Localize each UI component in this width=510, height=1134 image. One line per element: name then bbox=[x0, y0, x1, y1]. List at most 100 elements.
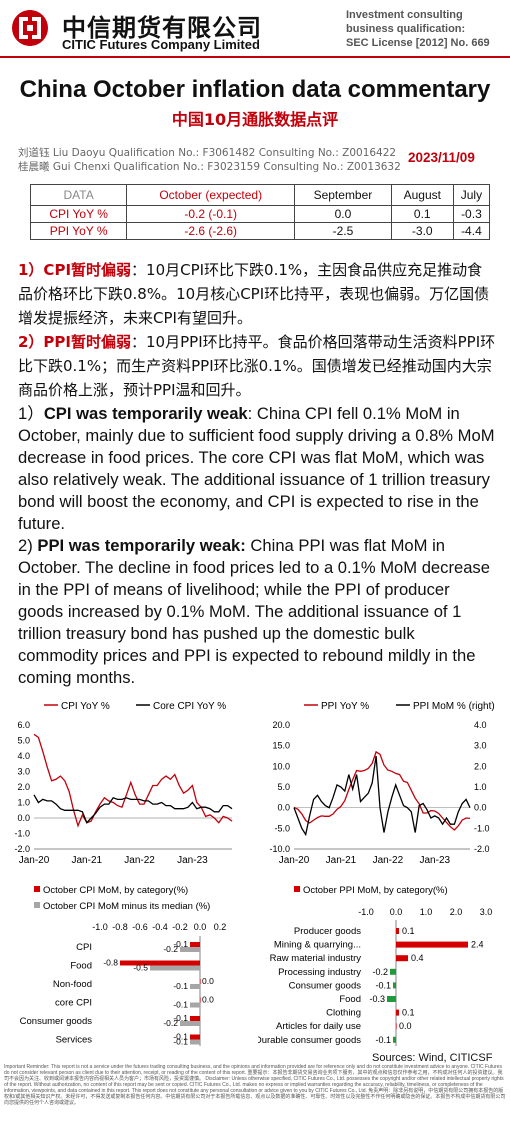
y-tick-label: 3.0 bbox=[17, 767, 30, 777]
x-tick-label: -0.2 bbox=[172, 922, 188, 932]
inflation-data-table: DATA October (expected) September August… bbox=[29, 184, 491, 240]
legend-label: PPI MoM % (right) bbox=[413, 701, 495, 712]
bar bbox=[190, 1034, 200, 1040]
data-label: 0.1 bbox=[402, 926, 415, 936]
table-row: CPI YoY % -0.2 (-0.1) 0.0 0.1 -0.3 bbox=[29, 205, 491, 223]
bar bbox=[190, 1039, 200, 1045]
data-label: 0.0 bbox=[202, 995, 214, 1005]
category-label: core CPI bbox=[55, 998, 92, 1009]
data-label: 0.1 bbox=[402, 1008, 415, 1018]
x-tick-label: 2.0 bbox=[450, 907, 463, 917]
table-cell: CPI YoY % bbox=[29, 205, 128, 223]
x-tick-label: Jan-21 bbox=[72, 855, 103, 866]
data-label: 0.4 bbox=[411, 953, 424, 963]
table-cell: 0.1 bbox=[390, 205, 454, 223]
license-line: SEC License [2012] No. 669 bbox=[346, 37, 490, 49]
table-cell: -0.2 (-0.1) bbox=[126, 205, 296, 223]
x-tick-label: 0.0 bbox=[390, 907, 403, 917]
data-label: -0.1 bbox=[173, 939, 188, 949]
bar bbox=[393, 1036, 396, 1043]
x-tick-label: -0.4 bbox=[152, 922, 168, 932]
bar bbox=[387, 996, 396, 1002]
bar bbox=[180, 947, 200, 952]
x-tick-label: -0.8 bbox=[112, 922, 128, 932]
category-label: CPI bbox=[76, 942, 92, 953]
x-tick-label: 3.0 bbox=[480, 907, 493, 917]
category-label: Processing industry bbox=[278, 967, 361, 978]
y2-tick-label: -1.0 bbox=[474, 823, 490, 833]
bar bbox=[396, 1009, 399, 1016]
ppi-yoy-chart: PPI YoY % PPI MoM % (right) 20.0 15.0 10.0 5.… bbox=[269, 701, 495, 866]
table-cell: 0.0 bbox=[294, 205, 392, 223]
table-header: July bbox=[452, 184, 491, 206]
ppi-label-cn: 2）PPI暂时偏弱 bbox=[18, 333, 132, 351]
analyst-line: 桂晨曦 Gui Chenxi Qualification No.: F30231… bbox=[18, 161, 401, 173]
y-tick-label: 2.0 bbox=[17, 782, 30, 792]
bar bbox=[396, 941, 468, 948]
category-label: Food bbox=[339, 994, 361, 1005]
license-line: business qualification: bbox=[346, 23, 466, 35]
x-tick-label: Jan-22 bbox=[124, 855, 155, 866]
data-label: -0.8 bbox=[103, 958, 118, 968]
bar bbox=[200, 997, 201, 1003]
ppi-num-en: 2) bbox=[18, 536, 38, 555]
license-info: Investment consulting business qualifica… bbox=[346, 8, 496, 50]
bar bbox=[180, 1021, 200, 1026]
analyst-line: 刘道钰 Liu Daoyu Qualification No.: F306148… bbox=[18, 147, 397, 159]
y-tick-label: 10.0 bbox=[272, 761, 290, 771]
bar bbox=[396, 1023, 397, 1030]
x-tick-label: -1.0 bbox=[92, 922, 108, 932]
data-label: -0.1 bbox=[375, 980, 391, 990]
ppi-body-en: China PPI was flat MoM in October. The d… bbox=[18, 536, 490, 687]
y2-tick-label: 2.0 bbox=[474, 761, 487, 771]
cpi-yoy-chart: CPI YoY % Core CPI YoY % 6.0 5.0 4.0 3.0 2.0 1.… bbox=[14, 701, 233, 866]
series-line bbox=[33, 733, 233, 828]
data-label: -0.2 bbox=[372, 967, 388, 977]
y-tick-label: 20.0 bbox=[272, 720, 290, 730]
category-label: Durable consumer goods bbox=[258, 1035, 361, 1046]
y2-tick-label: 4.0 bbox=[474, 720, 487, 730]
page-title: China October inflation data commentary bbox=[19, 76, 491, 103]
x-tick-label: 1.0 bbox=[420, 907, 433, 917]
legend-label: Core CPI YoY % bbox=[153, 701, 226, 712]
table-header: August bbox=[390, 184, 454, 206]
cpi-heading-en: CPI was temporarily weak bbox=[43, 404, 248, 423]
commentary-en: 1）CPI was temporarily weak: China CPI fe… bbox=[18, 403, 498, 689]
bar bbox=[396, 928, 399, 934]
table-header: October (expected) bbox=[126, 184, 296, 206]
header-divider bbox=[0, 56, 510, 58]
table-header-row: DATA October (expected) September August… bbox=[29, 184, 491, 206]
citic-logo bbox=[12, 10, 48, 46]
table-cell: -4.4 bbox=[452, 222, 491, 240]
y-tick-label: -2.0 bbox=[14, 844, 30, 854]
data-label: -0.1 bbox=[173, 1032, 188, 1042]
bar bbox=[150, 965, 200, 971]
y-tick-label: 0.0 bbox=[17, 813, 30, 823]
disclaimer: Important Reminder: This report is not a… bbox=[4, 1064, 506, 1106]
table-cell: -3.0 bbox=[390, 222, 454, 240]
y2-tick-label: 0.0 bbox=[474, 803, 487, 813]
data-label: -0.2 bbox=[163, 944, 178, 954]
x-tick-label: Jan-23 bbox=[177, 855, 208, 866]
data-label: -0.1 bbox=[173, 1037, 188, 1047]
legend-swatch bbox=[34, 902, 40, 908]
y-tick-label: 1.0 bbox=[17, 798, 30, 808]
x-tick-label: Jan-21 bbox=[326, 855, 357, 866]
x-tick-label: Jan-20 bbox=[279, 855, 310, 866]
legend-label: October PPI MoM, by category(%) bbox=[303, 885, 448, 896]
data-label: -0.2 bbox=[163, 1018, 178, 1028]
x-tick-label: Jan-23 bbox=[420, 855, 451, 866]
data-label: -0.3 bbox=[369, 994, 385, 1004]
table-header: September bbox=[294, 184, 392, 206]
page-subtitle-cn: 中国10月通胀数据点评 bbox=[171, 110, 339, 129]
bar bbox=[200, 979, 201, 984]
legend-label: October CPI MoM minus its median (%) bbox=[43, 901, 210, 912]
table-header: DATA bbox=[29, 184, 128, 206]
category-label: Clothing bbox=[326, 1008, 361, 1019]
y2-tick-label: -2.0 bbox=[474, 844, 490, 854]
x-tick-label: -1.0 bbox=[358, 907, 374, 917]
y-tick-label: 5.0 bbox=[277, 782, 290, 792]
y-tick-label: -5.0 bbox=[274, 823, 290, 833]
bar bbox=[396, 955, 408, 962]
series-line bbox=[293, 755, 471, 837]
